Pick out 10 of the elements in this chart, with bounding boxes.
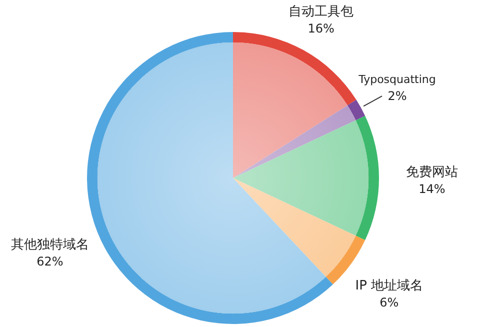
slice-label: 自动工具包 [288, 4, 354, 20]
slice-label: 免费网站 [406, 165, 458, 180]
data-label: 14% [418, 182, 446, 196]
data-label: 6% [380, 295, 399, 310]
data-label: 2% [388, 89, 407, 104]
slice-label: 其他独特域名 [11, 237, 89, 252]
slice-label: Typosquatting [358, 73, 436, 86]
slice-label: IP 地址域名 [355, 278, 424, 294]
data-label: 16% [308, 22, 334, 36]
data-label: 62% [36, 254, 64, 268]
